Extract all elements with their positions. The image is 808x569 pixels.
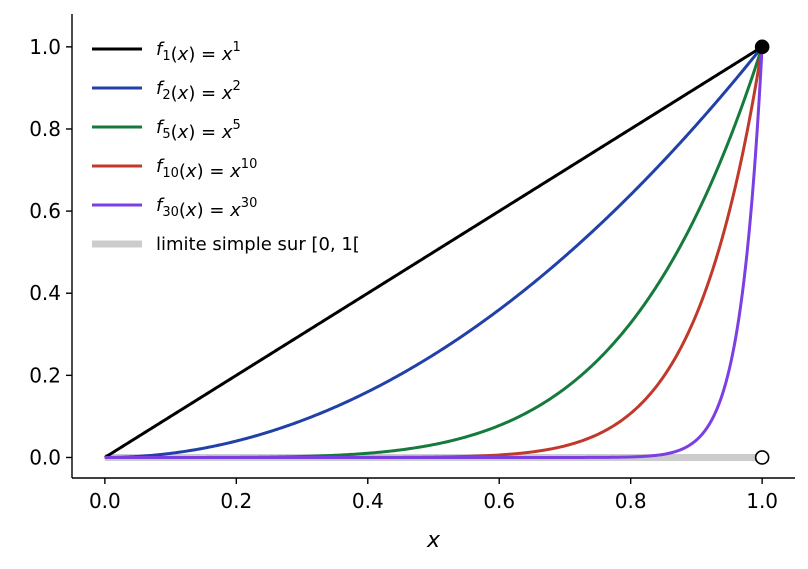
plot-area: [104, 39, 770, 465]
legend: f1(x) = x1 f2(x) = x2 f5(x) = x5 f10(x) = x…: [92, 39, 360, 255]
x-tick-label: 0.8: [615, 489, 647, 513]
y-tick-label: 0.8: [29, 117, 61, 141]
series-line-f1: [104, 45, 763, 459]
y-tick-label: 0.0: [29, 445, 61, 469]
x-tick-label: 0.0: [89, 489, 121, 513]
x-tick-label: 0.6: [483, 489, 515, 513]
series-line-f2: [104, 45, 764, 459]
y-tick-label: 0.2: [29, 363, 61, 387]
legend-label-f30: f30(x) = x30: [156, 195, 257, 221]
y-tick-label: 0.6: [29, 199, 61, 223]
x-tick-label: 0.4: [352, 489, 384, 513]
legend-label-f5: f5(x) = x5: [156, 117, 241, 143]
x-tick-label: 0.2: [220, 489, 252, 513]
y-tick-label: 1.0: [29, 35, 61, 59]
y-tick-label: 0.4: [29, 281, 61, 305]
legend-label-f10: f10(x) = x10: [156, 156, 257, 182]
filled-point-marker: [754, 39, 770, 55]
legend-label-f2: f2(x) = x2: [156, 78, 241, 104]
legend-label-f1: f1(x) = x1: [156, 39, 241, 65]
axes: 0.0 0.2 0.4 0.6 0.8 1.0 0.0 0.2 0.4 0.6 0.8 1.0 x: [29, 14, 795, 553]
series-line-f30: [104, 46, 764, 459]
x-tick-label: 1.0: [746, 489, 778, 513]
open-point-marker: [754, 450, 770, 465]
x-axis-label: x: [426, 528, 441, 553]
legend-label-limit: limite simple sur [0, 1[: [156, 234, 360, 255]
